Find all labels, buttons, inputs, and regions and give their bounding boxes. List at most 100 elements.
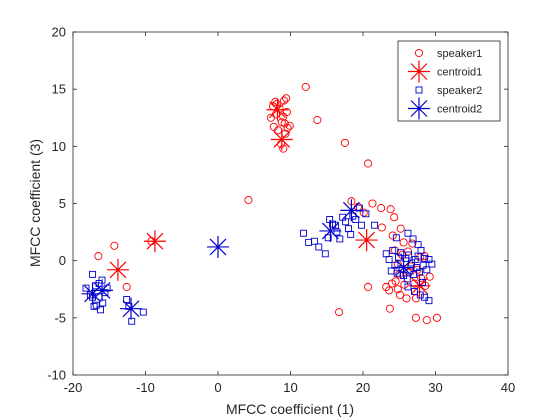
legend-label-centroid2: centroid2 [437, 104, 482, 116]
speaker2-point [82, 284, 90, 292]
speaker2-point [395, 253, 402, 261]
speaker1-point [271, 97, 280, 106]
centroid2-point [207, 235, 229, 258]
speaker2-point [409, 235, 417, 243]
centroid2-point [392, 256, 415, 279]
centroid2-point [319, 219, 342, 242]
speaker2-point [425, 297, 433, 305]
speaker1-point [364, 282, 373, 292]
centroid1-point [266, 98, 289, 121]
speaker1-point [313, 115, 322, 125]
speaker2-point [405, 251, 413, 259]
speaker2-point [391, 261, 399, 269]
speaker2-point [321, 250, 329, 258]
speaker1-point [272, 99, 281, 109]
speaker2-point [419, 261, 427, 269]
speaker2-point [89, 270, 97, 278]
speaker2-point [123, 296, 131, 303]
y-tick-label: 5 [59, 196, 66, 211]
speaker1-point [282, 94, 291, 103]
x-axis-label: MFCC coefficient (1) [226, 401, 354, 417]
x-tick-label: -10 [136, 380, 155, 395]
speaker2-point [355, 204, 363, 212]
speaker2-point [416, 268, 423, 276]
speaker1-point [395, 290, 405, 300]
speaker2-point [333, 228, 341, 236]
speaker2-point [125, 302, 133, 310]
y-tick-label: 15 [52, 82, 66, 97]
speaker1-point [390, 246, 399, 255]
legend-marker-speaker2 [415, 86, 423, 94]
speaker2-point [310, 237, 318, 245]
centroid2-point [81, 282, 104, 305]
speaker2-point [358, 221, 365, 229]
speaker1-point [402, 294, 411, 303]
data-marks [81, 82, 442, 325]
speaker2-point [332, 221, 339, 229]
speaker1-point [340, 138, 349, 147]
x-tick-label: -20 [64, 380, 83, 395]
speaker2-point [97, 306, 105, 314]
speaker2-point [90, 302, 98, 310]
speaker2-point [139, 308, 147, 316]
speaker1-point [368, 199, 377, 208]
speaker1-point [416, 273, 426, 282]
speaker2-point [128, 317, 136, 325]
speaker1-point [282, 107, 291, 117]
legend-marker-speaker1 [414, 48, 424, 58]
centroid1-point [355, 229, 378, 252]
speaker1-point [280, 119, 289, 128]
y-tick-label: 10 [52, 139, 66, 154]
speaker2-point [404, 229, 412, 237]
legend-entry-speaker2: speaker2 [415, 85, 482, 97]
centroid2-point [120, 297, 142, 320]
legend-entry-centroid2: centroid2 [408, 97, 482, 120]
speaker1-point [377, 223, 386, 232]
speaker1-point [94, 252, 103, 261]
x-tick-label: 30 [428, 380, 442, 395]
speaker1-point [396, 224, 405, 233]
legend-entry-centroid1: centroid1 [408, 60, 482, 83]
speaker1-point [399, 238, 408, 247]
speaker1-point [269, 122, 278, 131]
speaker1-point [110, 241, 119, 250]
speaker2-point [419, 278, 426, 286]
speaker1-point [408, 239, 417, 248]
speaker1-point [388, 231, 397, 240]
speaker2-point [347, 230, 355, 238]
speaker1-point [422, 316, 431, 325]
speaker1-point [377, 204, 386, 213]
speaker2-point [342, 218, 350, 226]
x-tick-label: 10 [283, 380, 297, 395]
legend-label-speaker2: speaker2 [437, 85, 482, 97]
x-tick-label: 40 [501, 380, 515, 395]
centroid2-point [91, 279, 113, 302]
centroid1-point [270, 128, 293, 151]
speaker1-point [390, 213, 399, 222]
speaker1-point [335, 308, 344, 317]
centroid1-point [143, 230, 166, 253]
x-tick-label: 20 [356, 380, 370, 395]
speaker1-point [279, 144, 288, 153]
speaker2-point [385, 256, 393, 263]
speaker1-point [393, 285, 402, 294]
speaker2-point [336, 235, 344, 243]
speaker2-point [414, 241, 422, 249]
speaker2-point [324, 234, 332, 242]
speaker2-point [392, 234, 400, 242]
legend-marker-centroid1 [408, 60, 430, 83]
centroid2-point [340, 199, 363, 222]
y-axis-label: MFCC coefficient (3) [27, 139, 43, 267]
x-tick-label: 0 [214, 380, 221, 395]
speaker1-point [411, 313, 420, 322]
speaker1-point [432, 313, 442, 322]
speaker1-point [301, 82, 310, 91]
series-centroid1 [106, 98, 431, 297]
legend-label-centroid1: centroid1 [437, 67, 482, 79]
speaker1-point [279, 96, 289, 105]
speaker1-point [122, 282, 131, 292]
speaker2-point [352, 216, 360, 223]
speaker2-point [416, 291, 424, 299]
